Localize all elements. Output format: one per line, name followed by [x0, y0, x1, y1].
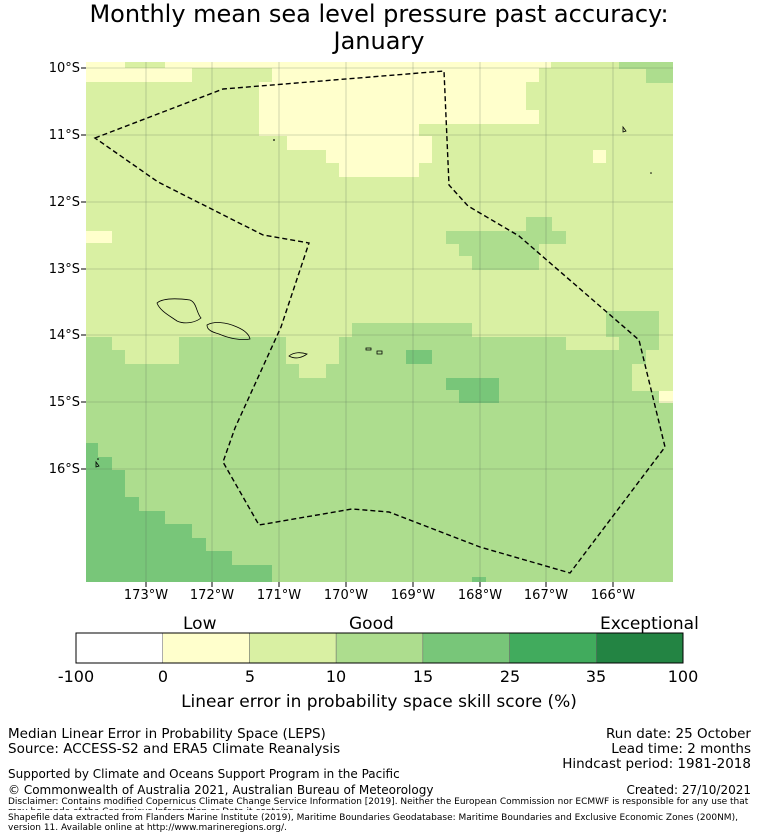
island-outlines: [95, 125, 627, 468]
lat-label-10s: 10°S: [48, 61, 80, 76]
colorbar-segment: [422, 632, 510, 664]
footer-support: Supported by Climate and Oceans Support …: [8, 767, 400, 781]
title-line-2: January: [333, 27, 425, 55]
colorbar-category-exceptional: Exceptional: [600, 614, 699, 634]
map-panel: [81, 62, 673, 587]
footer-source: Source: ACCESS-S2 and ERA5 Climate Reana…: [8, 741, 341, 757]
lat-label-12s: 12°S: [48, 195, 80, 210]
lon-label-169w: 169°W: [390, 588, 436, 603]
colorbar-tick-100: 100: [667, 667, 699, 686]
colorbar-category-good: Good: [349, 614, 394, 634]
skill-field: [86, 62, 673, 582]
lon-label-172w: 172°W: [189, 588, 235, 603]
lat-label-16s: 16°S: [48, 462, 80, 477]
colorbar-tick-10: 10: [325, 667, 347, 686]
colorbar-segment: [335, 632, 424, 664]
footer-disclaimer: Disclaimer: Contains modified Copernicus…: [8, 797, 749, 810]
lat-label-13s: 13°S: [48, 262, 80, 277]
lon-label-171w: 171°W: [256, 588, 302, 603]
colorbar-segment: [596, 632, 684, 664]
colorbar-tick-minus100: -100: [57, 667, 95, 686]
lat-label-14s: 14°S: [48, 328, 80, 343]
colorbar-tick-0: 0: [157, 667, 169, 686]
lon-label-173w: 173°W: [123, 588, 169, 603]
colorbar: [75, 632, 684, 664]
colorbar-tick-25: 25: [499, 667, 521, 686]
colorbar-segment: [75, 632, 163, 664]
colorbar-segment: [249, 632, 337, 664]
lon-label-167w: 167°W: [523, 588, 569, 603]
colorbar-segment: [509, 632, 597, 664]
small-islands: [97, 139, 652, 460]
footer-shapefile-credit: Shapefile data extracted from Flanders M…: [8, 813, 738, 833]
colorbar-tick-35: 35: [585, 667, 607, 686]
graticule: [86, 62, 673, 582]
footer-lead-time: Lead time: 2 months: [611, 741, 751, 757]
colorbar-category-low: Low: [183, 614, 217, 634]
colorbar-tick-5: 5: [244, 667, 256, 686]
lon-label-170w: 170°W: [323, 588, 369, 603]
footer-hindcast: Hindcast period: 1981-2018: [562, 756, 751, 772]
colorbar-tick-15: 15: [412, 667, 434, 686]
title-line-1: Monthly mean sea level pressure past acc…: [89, 0, 669, 28]
lat-label-11s: 11°S: [48, 128, 80, 143]
colorbar-label: Linear error in probability space skill …: [181, 692, 577, 712]
colorbar-segment: [162, 632, 250, 664]
lon-label-166w: 166°W: [590, 588, 636, 603]
eez-boundary: [93, 70, 666, 574]
axis-ticks: [81, 67, 614, 587]
lon-label-168w: 168°W: [457, 588, 503, 603]
footer-created: Created: 27/10/2021: [626, 783, 751, 797]
footer-run-date: Run date: 25 October: [606, 726, 751, 742]
lat-label-15s: 15°S: [48, 395, 80, 410]
footer-method: Median Linear Error in Probability Space…: [8, 726, 326, 742]
footer-copyright: © Commonwealth of Australia 2021, Austra…: [8, 783, 434, 797]
